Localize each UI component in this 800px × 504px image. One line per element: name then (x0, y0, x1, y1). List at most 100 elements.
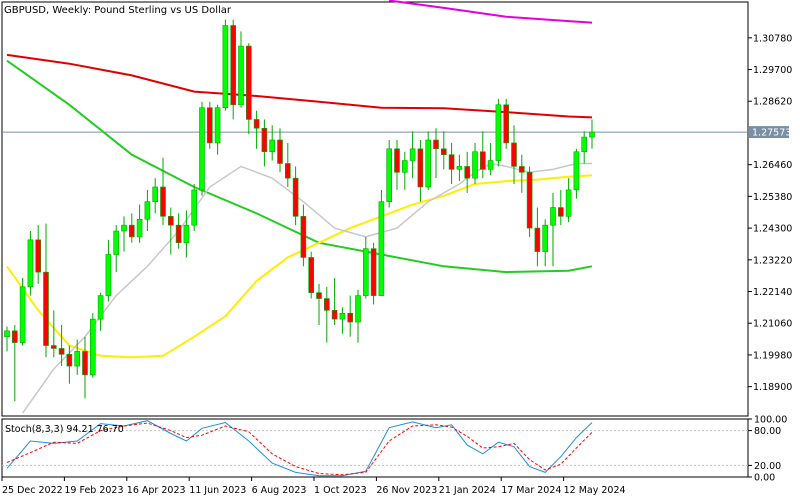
x-tick-label: 12 May 2024 (564, 485, 626, 496)
bear-candle (518, 166, 525, 173)
y-tick-label: 1.22140 (753, 287, 792, 298)
bear-candle (230, 25, 236, 106)
bear-candle (168, 216, 174, 226)
y-tick-label: 1.19980 (753, 350, 792, 361)
bear-candle (207, 107, 213, 144)
bear-candle (394, 148, 400, 173)
bear-candle (66, 354, 73, 367)
bear-candle (308, 257, 315, 293)
bull-candle (339, 312, 346, 320)
bear-candle (261, 127, 268, 153)
bull-candle (581, 136, 588, 153)
bull-candle (183, 224, 190, 244)
bull-candle (550, 207, 556, 226)
stoch-main-line (6, 420, 593, 477)
stoch-y-tick-label: 20.00 (754, 461, 781, 472)
chart-frame (1, 1, 749, 478)
bull-candle (565, 189, 572, 217)
bull-candle (191, 189, 197, 226)
bull-candle (199, 107, 205, 191)
bear-candle (526, 171, 533, 229)
bull-candle (74, 351, 80, 367)
x-tick-label: 26 Nov 2023 (376, 485, 437, 496)
x-tick-label: 21 Jan 2024 (439, 485, 496, 496)
bear-candle (440, 148, 447, 155)
bear-candle (246, 45, 252, 120)
bull-candle (27, 239, 34, 288)
bear-candle (82, 351, 88, 376)
bear-candle (479, 151, 486, 170)
bear-candle (300, 216, 307, 258)
bull-candle (121, 224, 127, 232)
y-tick-label: 1.28620 (753, 97, 792, 108)
bull-candle (409, 148, 416, 161)
bear-candle (433, 139, 439, 150)
bear-candle (253, 119, 260, 129)
bull-candle (378, 201, 385, 296)
bear-candle (129, 224, 135, 238)
x-tick-label: 11 Jun 2023 (189, 485, 246, 496)
bull-candle (238, 45, 244, 106)
bear-candle (175, 224, 182, 244)
current-price-label: 1.27573 (752, 128, 791, 139)
bear-candle (370, 248, 377, 296)
bear-candle (557, 207, 564, 217)
stoch-plot-frame (1, 418, 749, 478)
bear-candle (503, 104, 510, 144)
x-tick-label: 6 Aug 2023 (252, 485, 307, 496)
stoch-signal-line (6, 422, 593, 476)
bull-candle (573, 151, 580, 191)
bull-candle (487, 160, 494, 170)
stoch-label: Stoch(8,3,3) 94.21 76.70 (5, 424, 124, 435)
bear-candle (347, 312, 354, 323)
bear-candle (316, 292, 322, 299)
bull-candle (355, 295, 361, 323)
y-tick-label: 1.30780 (753, 33, 792, 44)
x-tick-label: 17 Mar 2024 (501, 485, 561, 496)
ma-gray-line (21, 162, 592, 414)
x-tick-label: 25 Dec 2022 (2, 485, 63, 496)
bear-candle (534, 227, 541, 252)
bull-candle (362, 248, 369, 296)
bull-candle (90, 318, 96, 376)
bear-candle (323, 298, 330, 311)
bear-candle (448, 154, 455, 170)
x-tick-label: 1 Oct 2023 (314, 485, 367, 496)
ma-red-line (6, 53, 593, 119)
bull-candle (269, 139, 276, 153)
bear-candle (35, 239, 42, 273)
bull-candle (105, 254, 112, 296)
stoch-y-tick-label: 80.00 (754, 426, 781, 437)
bull-candle (425, 139, 432, 188)
bear-candle (511, 142, 517, 167)
bull-candle (222, 25, 229, 109)
y-tick-label: 1.24300 (753, 224, 792, 235)
bull-candle (589, 131, 595, 138)
bear-candle (331, 309, 338, 320)
y-tick-label: 1.26460 (753, 160, 792, 171)
main-plot-frame (1, 1, 749, 417)
bull-candle (136, 218, 143, 238)
stoch-y-tick-label: 0.00 (754, 473, 775, 484)
bear-candle (464, 166, 471, 179)
y-tick-label: 1.21060 (753, 319, 792, 330)
x-tick-label: 16 Apr 2023 (127, 485, 186, 496)
y-tick-label: 1.25380 (753, 192, 792, 203)
y-tick-label: 1.29700 (753, 65, 792, 76)
bear-candle (58, 348, 65, 355)
bull-candle (152, 186, 158, 202)
y-tick-label: 1.18900 (753, 382, 792, 393)
x-tick-label: 19 Feb 2023 (64, 485, 123, 496)
stochastic-panel (2, 420, 748, 477)
candles (4, 19, 595, 402)
bull-candle (495, 104, 502, 161)
bear-candle (292, 177, 299, 217)
bull-candle (4, 330, 10, 338)
bear-candle (277, 139, 283, 164)
bull-candle (113, 230, 119, 255)
bear-candle (284, 163, 291, 179)
bull-candle (97, 295, 104, 320)
ma-magenta-line (389, 0, 593, 24)
